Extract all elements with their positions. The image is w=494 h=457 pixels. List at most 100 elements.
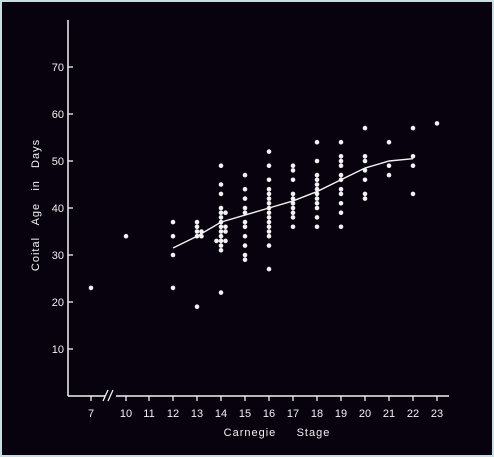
data-point: [266, 201, 272, 206]
data-point: [242, 243, 248, 248]
data-point: [314, 196, 320, 201]
data-point: [290, 215, 296, 220]
data-point: [338, 139, 344, 145]
data-point: [266, 224, 272, 230]
data-point: [338, 172, 344, 178]
data-point: [314, 224, 320, 230]
data-point: [314, 172, 320, 178]
data-point: [266, 219, 272, 225]
data-point: [223, 238, 228, 244]
data-point: [314, 191, 320, 197]
data-point: [314, 177, 320, 183]
data-point: [170, 233, 176, 239]
data-point: [218, 182, 224, 187]
data-point: [218, 248, 224, 253]
data-point: [223, 210, 228, 215]
data-point: [314, 139, 320, 145]
x-axis-break-mark: [102, 389, 114, 402]
data-point: [338, 186, 344, 192]
data-point: [266, 205, 272, 211]
x-tick-label: 12: [167, 408, 179, 420]
data-point: [194, 233, 200, 239]
data-point: [194, 304, 200, 310]
data-point: [218, 290, 224, 295]
data-point: [266, 196, 272, 201]
trend-path: [172, 157, 414, 249]
data-point: [223, 229, 228, 234]
data-point: [218, 243, 224, 248]
data-point: [218, 210, 224, 215]
data-point: [338, 177, 344, 183]
data-point: [170, 252, 176, 258]
data-point: [218, 229, 224, 234]
x-tick-label: 11: [143, 408, 154, 420]
x-ticks: 7 10 11 12 13 14 15 16 17 18 19 20 21 22 23: [88, 396, 443, 420]
data-point: [410, 163, 416, 168]
data-point: [242, 210, 248, 215]
data-point: [242, 257, 248, 262]
data-point: [266, 266, 272, 272]
data-point: [266, 177, 272, 183]
data-point: [266, 191, 272, 197]
data-point: [199, 233, 204, 239]
x-axis-title: Carnegie Stage: [224, 427, 331, 439]
y-tick-label: 50: [52, 156, 64, 168]
data-point: [290, 177, 296, 183]
y-tick-label: 40: [52, 203, 64, 215]
x-tick-label: 10: [120, 408, 132, 420]
x-tick-label: 23: [431, 408, 443, 420]
y-tick-label: 20: [52, 297, 64, 309]
data-point: [170, 285, 176, 291]
y-tick-label: 30: [52, 250, 64, 262]
data-point: [290, 168, 296, 173]
data-point: [410, 191, 416, 197]
data-point: [386, 139, 392, 145]
y-tick-label: 70: [52, 62, 64, 74]
data-point: [314, 158, 320, 164]
data-point: [218, 163, 224, 168]
data-point: [218, 224, 224, 230]
data-point: [362, 125, 368, 131]
data-point: [290, 201, 296, 206]
data-point: [290, 191, 296, 197]
data-point: [266, 186, 272, 192]
data-point: [314, 205, 320, 211]
data-point: [194, 229, 200, 234]
data-point: [362, 196, 368, 201]
x-tick-label: 18: [311, 408, 323, 420]
data-point: [314, 201, 320, 206]
data-point: [290, 163, 296, 168]
data-point: [266, 163, 272, 168]
data-point: [218, 205, 224, 211]
data-point: [214, 238, 219, 244]
data-point: [242, 186, 248, 192]
data-point: [218, 238, 224, 244]
data-point: [290, 196, 296, 201]
data-point: [410, 125, 416, 131]
y-tick-label: 60: [52, 109, 64, 121]
data-point: [266, 210, 272, 215]
data-point: [242, 172, 248, 178]
data-point: [266, 243, 272, 248]
data-point: [218, 215, 224, 220]
y-ticks: 10 20 30 40 50 60 70: [52, 62, 73, 356]
x-tick-label: 17: [287, 408, 299, 420]
x-tick-label: 22: [407, 408, 419, 420]
data-point: [362, 168, 368, 173]
x-tick-label: 14: [215, 408, 227, 420]
data-point: [314, 182, 320, 187]
x-tick-label: 15: [239, 408, 251, 420]
data-point: [290, 205, 296, 211]
data-point: [410, 154, 416, 159]
data-point: [223, 224, 228, 230]
y-tick-label: 10: [52, 344, 64, 356]
data-point: [242, 233, 248, 239]
data-point: [242, 196, 248, 201]
data-point: [123, 233, 129, 239]
data-point: [199, 229, 204, 234]
data-point: [266, 215, 272, 220]
data-point: [362, 158, 368, 164]
data-point: [314, 186, 320, 192]
